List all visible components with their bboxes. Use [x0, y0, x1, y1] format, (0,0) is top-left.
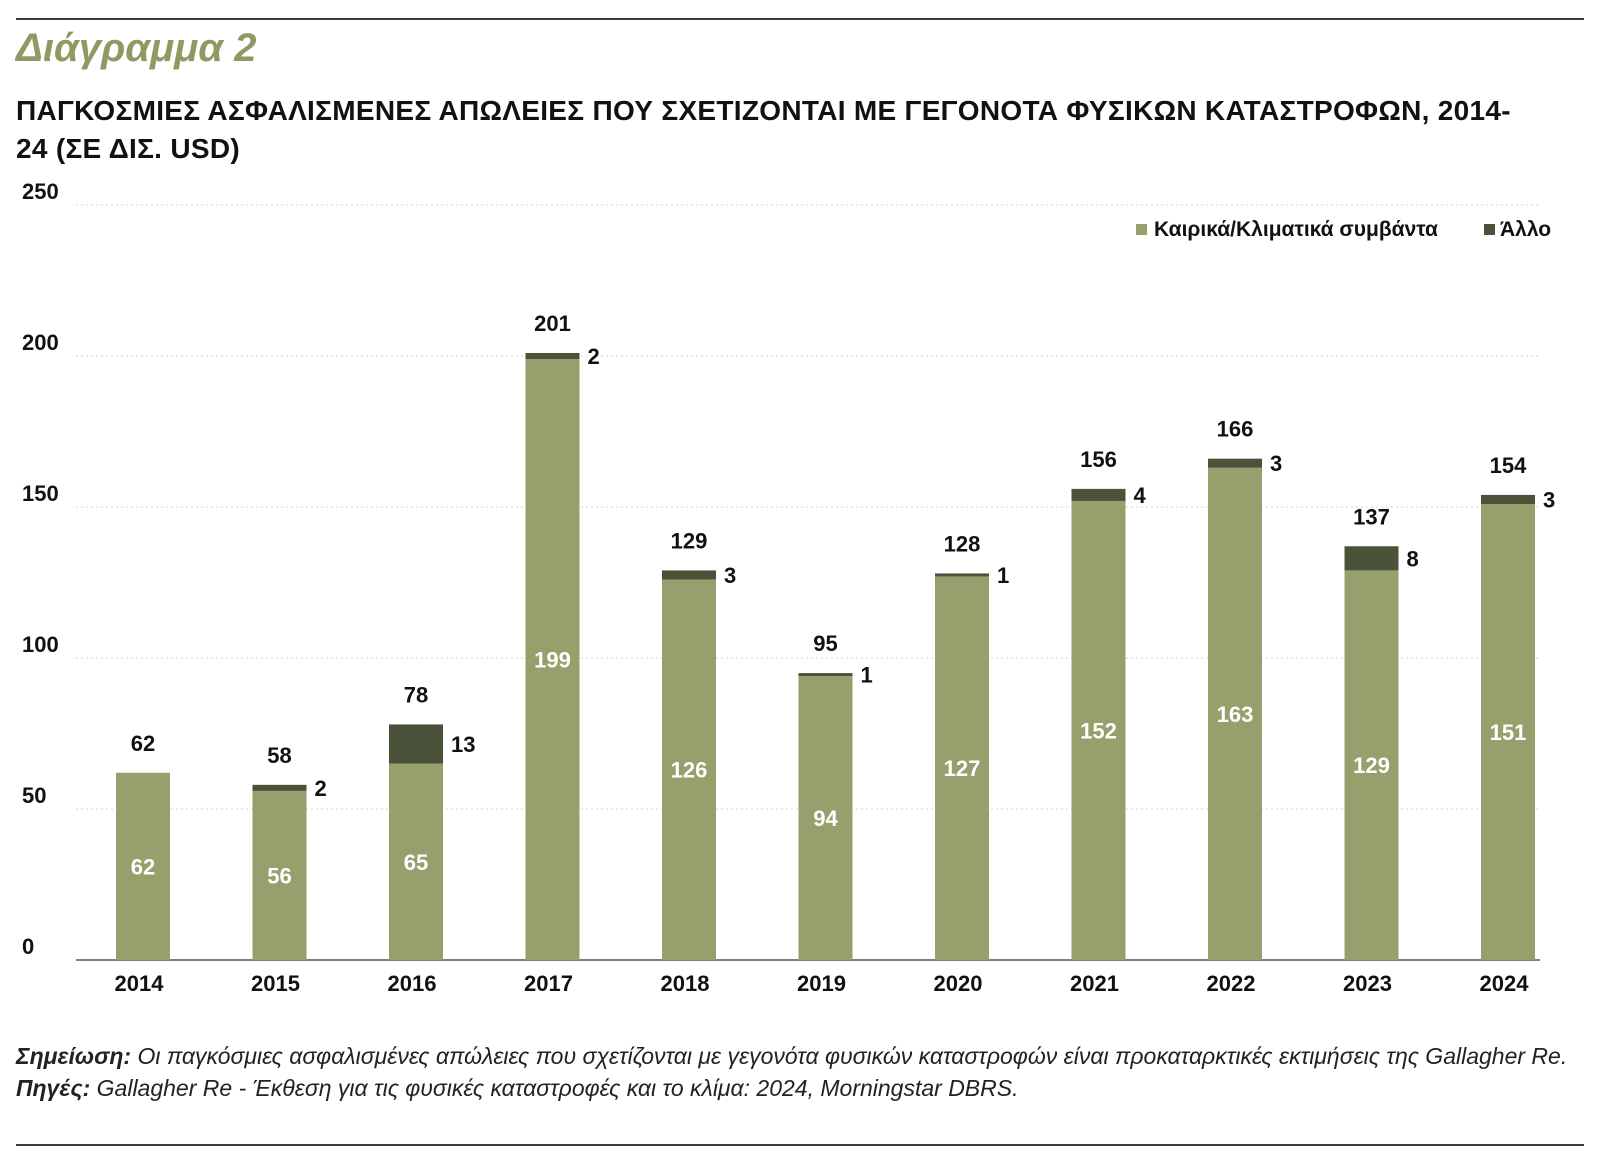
bar-other	[525, 352, 580, 360]
x-tick-label: 2022	[1207, 971, 1256, 996]
source-line: Πηγές: Gallagher Re - Έκθεση για τις φυσ…	[16, 1072, 1576, 1104]
weather-value-label: 199	[534, 648, 571, 673]
other-value-label: 3	[1270, 451, 1282, 476]
bottom-rule	[16, 1144, 1584, 1146]
bar-other	[935, 573, 989, 577]
bar-weather	[116, 772, 170, 960]
x-tick-label: 2015	[251, 971, 300, 996]
weather-value-label: 151	[1490, 720, 1527, 745]
other-value-label: 1	[861, 663, 873, 688]
bar-weather	[798, 676, 853, 960]
weather-value-label: 127	[944, 756, 981, 781]
bar-other	[252, 784, 307, 791]
total-value-label: 129	[671, 528, 708, 553]
total-value-label: 95	[813, 631, 837, 656]
bar-weather	[1481, 503, 1535, 960]
bar-other	[1344, 546, 1399, 571]
y-tick-label: 250	[22, 180, 59, 204]
legend-swatch-weather	[1136, 224, 1147, 235]
bar-other	[389, 724, 443, 764]
x-tick-label: 2014	[115, 971, 165, 996]
other-value-label: 1	[997, 563, 1009, 588]
x-tick-label: 2024	[1480, 971, 1530, 996]
bar-other	[1208, 458, 1262, 468]
total-value-label: 78	[404, 682, 428, 707]
weather-value-label: 163	[1217, 702, 1254, 727]
chart-notes: Σημείωση: Οι παγκόσμιες ασφαλισμένες απώ…	[16, 1040, 1576, 1104]
top-rule	[16, 18, 1584, 20]
chart-subtitle: ΠΑΓΚΟΣΜΙΕΣ ΑΣΦΑΛΙΣΜΕΝΕΣ ΑΠΩΛΕΙΕΣ ΠΟΥ ΣΧΕ…	[16, 95, 1511, 164]
total-value-label: 62	[131, 731, 155, 756]
total-value-label: 166	[1217, 417, 1254, 442]
x-tick-label: 2018	[661, 971, 710, 996]
weather-value-label: 56	[267, 863, 291, 888]
y-tick-label: 100	[22, 632, 59, 657]
bar-weather	[525, 359, 580, 960]
total-value-label: 128	[944, 531, 981, 556]
total-value-label: 58	[267, 743, 291, 768]
source-label: Πηγές:	[16, 1075, 91, 1101]
y-tick-label: 200	[22, 330, 59, 355]
total-value-label: 156	[1080, 447, 1117, 472]
x-tick-label: 2016	[388, 971, 437, 996]
x-tick-label: 2020	[934, 971, 983, 996]
bar-other	[1071, 488, 1126, 501]
bar-weather	[1344, 570, 1399, 960]
other-value-label: 2	[588, 344, 600, 369]
y-tick-label: 150	[22, 481, 59, 506]
weather-value-label: 129	[1353, 753, 1390, 778]
bar-other	[1481, 494, 1535, 504]
x-tick-label: 2023	[1343, 971, 1392, 996]
bar-weather	[662, 579, 716, 960]
source-text: Gallagher Re - Έκθεση για τις φυσικές κα…	[90, 1075, 1019, 1101]
bar-weather	[389, 763, 443, 960]
other-value-label: 3	[1543, 487, 1555, 512]
x-tick-label: 2017	[524, 971, 573, 996]
bar-weather	[935, 576, 989, 960]
weather-value-label: 126	[671, 758, 708, 783]
bar-weather	[1071, 500, 1126, 960]
total-value-label: 201	[534, 311, 571, 336]
note-text: Οι παγκόσμιες ασφαλισμένες απώλειες που …	[131, 1043, 1568, 1069]
total-value-label: 137	[1353, 504, 1390, 529]
other-value-label: 3	[724, 563, 736, 588]
weather-value-label: 65	[404, 850, 428, 875]
total-value-label: 154	[1490, 453, 1527, 478]
legend-label-other: Άλλο	[1500, 218, 1551, 241]
bar-other	[662, 570, 716, 580]
other-value-label: 8	[1407, 546, 1419, 571]
weather-value-label: 94	[813, 806, 838, 831]
note-label: Σημείωση:	[16, 1043, 132, 1069]
bar-weather	[252, 790, 307, 960]
y-tick-label: 0	[22, 934, 34, 959]
other-value-label: 13	[451, 732, 475, 757]
legend-label-weather: Καιρικά/Κλιματικά συμβάντα	[1154, 218, 1438, 241]
weather-value-label: 152	[1080, 718, 1117, 743]
y-tick-label: 50	[22, 783, 46, 808]
x-tick-label: 2019	[797, 971, 846, 996]
stacked-bar-chart: 0501001502002506262201425658201513657820…	[22, 180, 1555, 996]
weather-value-label: 62	[131, 854, 155, 879]
other-value-label: 4	[1134, 483, 1147, 508]
bar-other	[798, 673, 853, 677]
x-tick-label: 2021	[1070, 971, 1119, 996]
chart-heading: Διάγραμμα 2	[16, 26, 257, 70]
legend-swatch-other	[1484, 224, 1495, 235]
note-line: Σημείωση: Οι παγκόσμιες ασφαλισμένες απώ…	[16, 1040, 1576, 1072]
other-value-label: 2	[315, 776, 327, 801]
bar-weather	[1208, 467, 1262, 960]
